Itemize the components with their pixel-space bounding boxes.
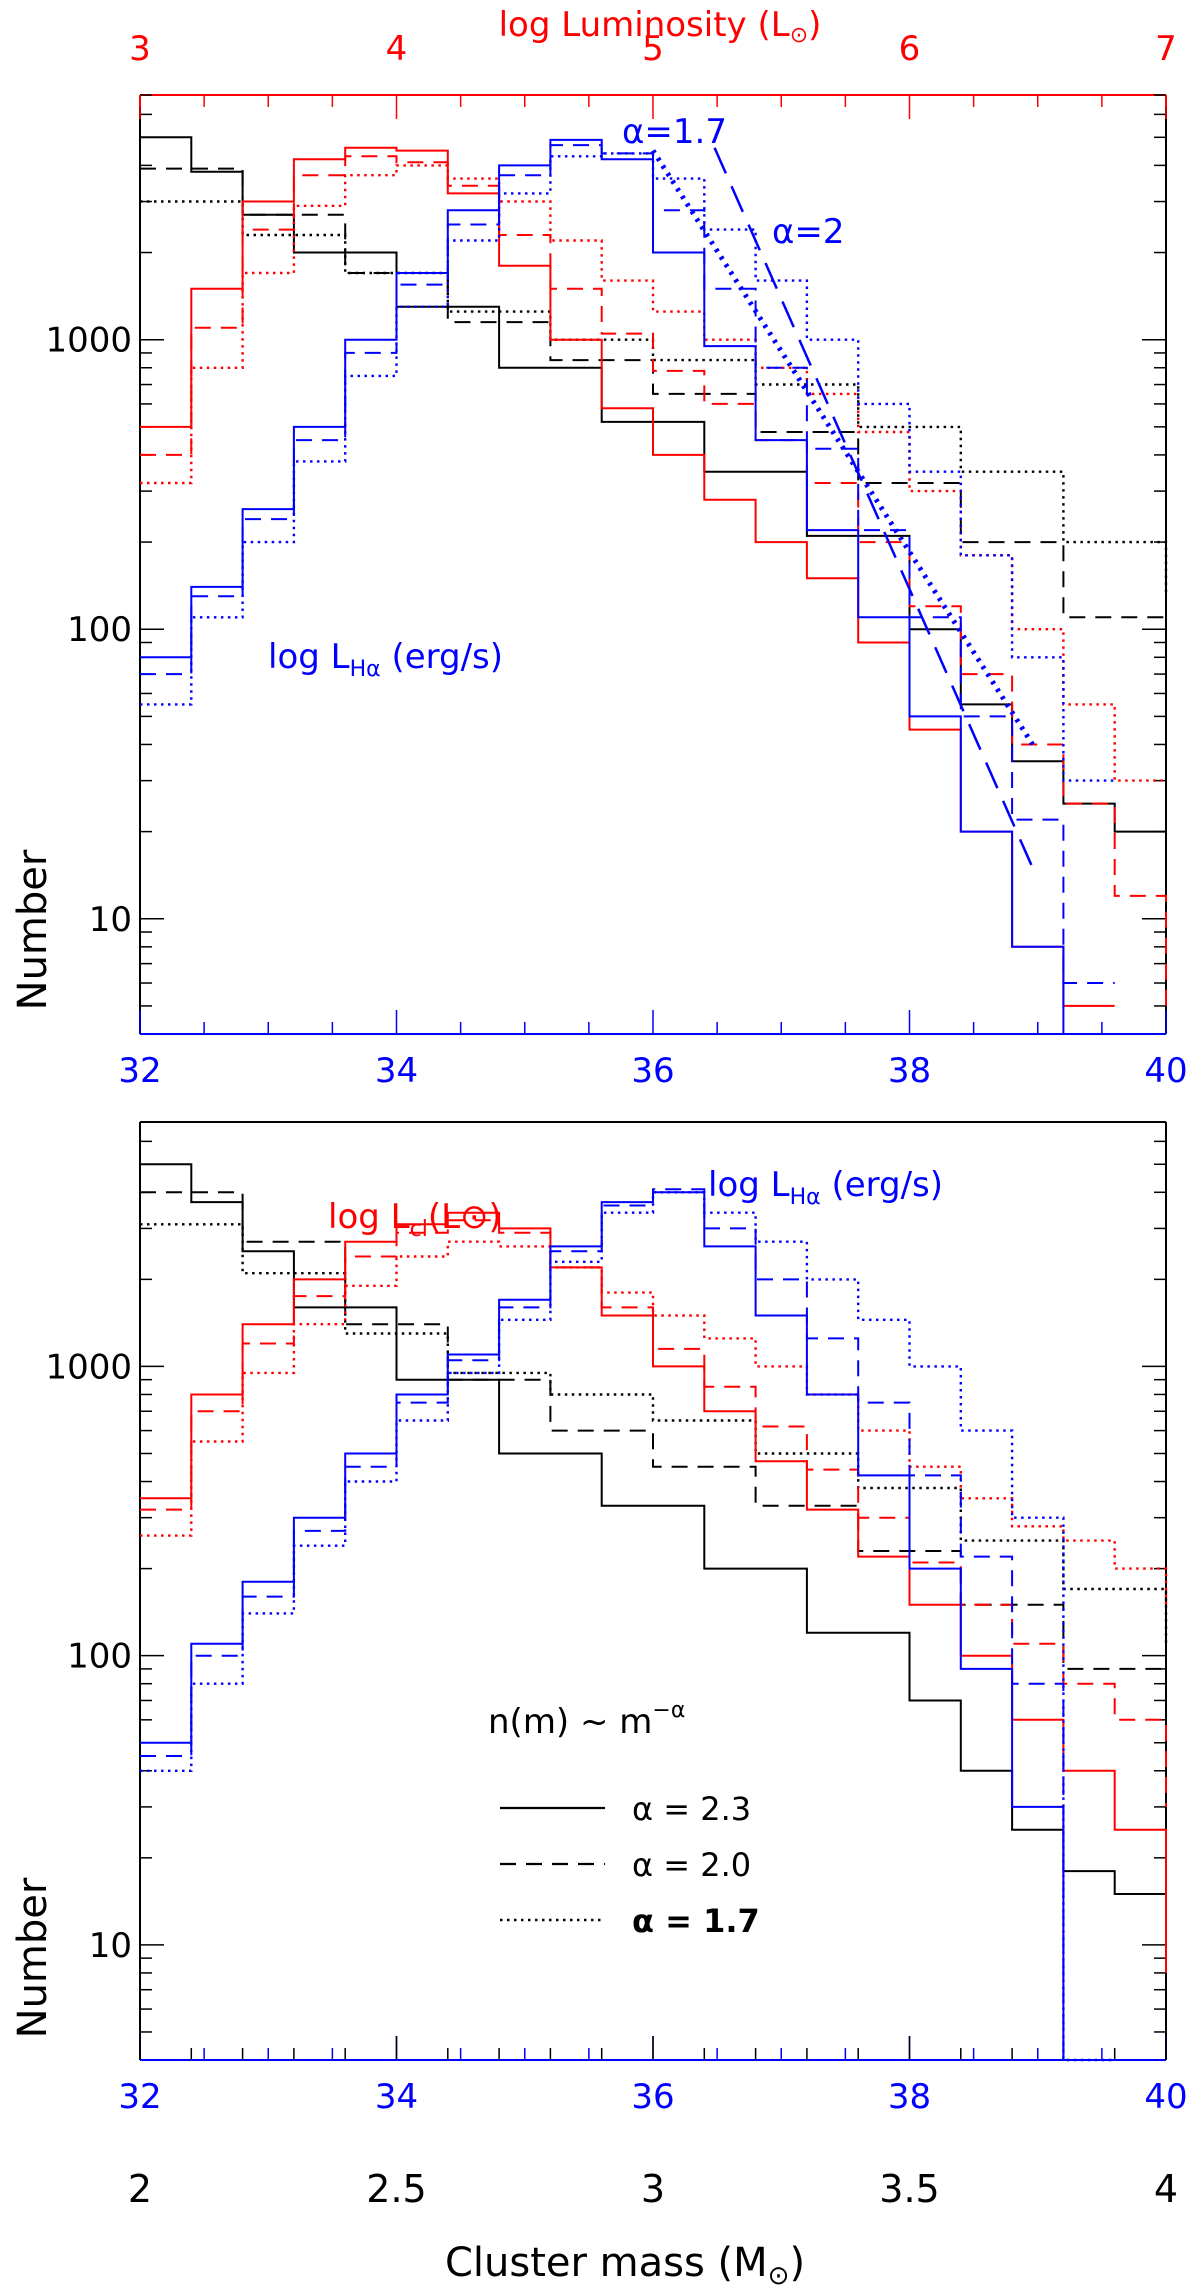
top-inner-axis-tick-label-2: 36 bbox=[631, 1051, 674, 1091]
bottom-series-blue-dotted bbox=[140, 1191, 1115, 2062]
legend-label-2-0: α = 2.0 bbox=[632, 1846, 751, 1884]
top-series-blue-solid bbox=[140, 138, 1115, 1035]
bottom-inset-lha-main: log L bbox=[708, 1165, 790, 1205]
top-y-tick-label-2: 1000 bbox=[45, 321, 132, 361]
bottom-series-red-dashed bbox=[140, 1219, 1167, 1807]
x-tick-label-0: 2 bbox=[128, 2167, 152, 2211]
bottom-inset-label-lha: log LHα (erg/s) bbox=[708, 1165, 943, 1210]
fit-line-dotted bbox=[650, 149, 1035, 746]
top-inner-axis-tick-label-3: 38 bbox=[888, 1051, 931, 1091]
bottom-inner-axis-tick-label-2: 36 bbox=[631, 2077, 674, 2117]
legend: n(m) ~ m−α α = 2.3 α = 2.0 α = 1.7 bbox=[488, 1698, 760, 1940]
top-series-black-dotted bbox=[140, 200, 1168, 597]
bottom-y-tick-label-2: 1000 bbox=[45, 1347, 132, 1387]
bottom-series-blue-solid bbox=[140, 1191, 1115, 2061]
legend-title: n(m) ~ m−α bbox=[488, 1698, 685, 1742]
bottom-series-red-dotted bbox=[140, 1240, 1168, 1605]
top-series-blue-dashed bbox=[140, 144, 1115, 984]
bottom-y-axis-label: Number bbox=[10, 1877, 56, 2038]
top-y-axis-label: Number bbox=[10, 849, 56, 1010]
bottom-inset-lha-sub: Hα bbox=[790, 1185, 821, 1210]
legend-title-sup: −α bbox=[652, 1698, 685, 1723]
bottom-inner-axis-tick-label-0: 32 bbox=[118, 2077, 161, 2117]
top-inner-axis-tick-label-1: 34 bbox=[375, 1051, 418, 1091]
top-axis-tick-label-4: 7 bbox=[1155, 29, 1177, 69]
x-axis-label-sub: ⊙ bbox=[768, 2261, 790, 2289]
top-axis-title-end: ) bbox=[808, 5, 821, 45]
bottom-y-tick-label-0: 10 bbox=[89, 1926, 132, 1966]
top-axis-tick-label-1: 4 bbox=[386, 29, 408, 69]
top-panel: log Luminosity (L⊙) log LHα (erg/s) α=1.… bbox=[10, 5, 1188, 1091]
x-axis-label-main: Cluster mass (M bbox=[445, 2240, 768, 2286]
bottom-y-tick-label-1: 100 bbox=[67, 1637, 132, 1677]
bottom-inner-axis-tick-label-1: 34 bbox=[375, 2077, 418, 2117]
top-series-red-dashed bbox=[140, 155, 1167, 1006]
legend-label-1-7: α = 1.7 bbox=[632, 1902, 760, 1940]
top-axis-title: log Luminosity (L⊙) bbox=[499, 5, 822, 48]
top-axis-title-sub: ⊙ bbox=[790, 23, 808, 48]
top-inner-axis-tick-label-0: 32 bbox=[118, 1051, 161, 1091]
fit-line-dashed bbox=[713, 147, 1034, 869]
top-y-tick-label-0: 10 bbox=[89, 900, 132, 940]
top-inset-label-sub: Hα bbox=[350, 657, 381, 682]
bottom-inset-lha-rest: (erg/s) bbox=[821, 1165, 943, 1205]
bottom-inset-lcl-sub: cl bbox=[410, 1217, 428, 1242]
top-inset-label-rest: (erg/s) bbox=[381, 637, 503, 677]
top-series-red-dotted bbox=[140, 164, 1166, 782]
x-tick-label-3: 3.5 bbox=[879, 2167, 939, 2211]
top-inset-label-main: log L bbox=[268, 637, 350, 677]
bottom-inner-axis-tick-label-3: 38 bbox=[888, 2077, 931, 2117]
fit-label-alpha-1-7: α=1.7 bbox=[622, 112, 727, 152]
top-axis-tick-label-3: 6 bbox=[899, 29, 921, 69]
top-axis-tick-label-2: 5 bbox=[642, 29, 664, 69]
top-y-tick-label-1: 100 bbox=[67, 610, 132, 650]
fit-label-alpha-2: α=2 bbox=[772, 212, 845, 252]
x-tick-label-2: 3 bbox=[641, 2167, 665, 2211]
legend-title-main: n(m) ~ m bbox=[488, 1702, 652, 1742]
top-series-red-solid bbox=[140, 146, 1115, 1007]
legend-label-2-3: α = 2.3 bbox=[632, 1790, 751, 1828]
x-tick-label-1: 2.5 bbox=[366, 2167, 426, 2211]
top-series-blue-dotted bbox=[140, 152, 1115, 782]
x-tick-label-4: 4 bbox=[1154, 2167, 1178, 2211]
bottom-series-black-dashed bbox=[140, 1191, 1167, 1771]
x-axis-label-end: ) bbox=[789, 2240, 805, 2286]
top-axis-title-main: log Luminosity (L bbox=[499, 5, 790, 45]
top-inset-label: log LHα (erg/s) bbox=[268, 637, 503, 682]
bottom-inset-lcl-rest: (L⊙) bbox=[428, 1197, 502, 1237]
x-axis-label: Cluster mass (M⊙) bbox=[445, 2240, 805, 2289]
top-inner-axis-tick-label-4: 40 bbox=[1144, 1051, 1187, 1091]
top-axis-tick-label-0: 3 bbox=[129, 29, 151, 69]
bottom-inner-axis-tick-label-4: 40 bbox=[1144, 2077, 1187, 2117]
bottom-series-blue-dashed bbox=[140, 1188, 1115, 2061]
bottom-panel: log L cl(L⊙) log LHα (erg/s) n(m) ~ m−α α… bbox=[10, 1121, 1188, 2289]
